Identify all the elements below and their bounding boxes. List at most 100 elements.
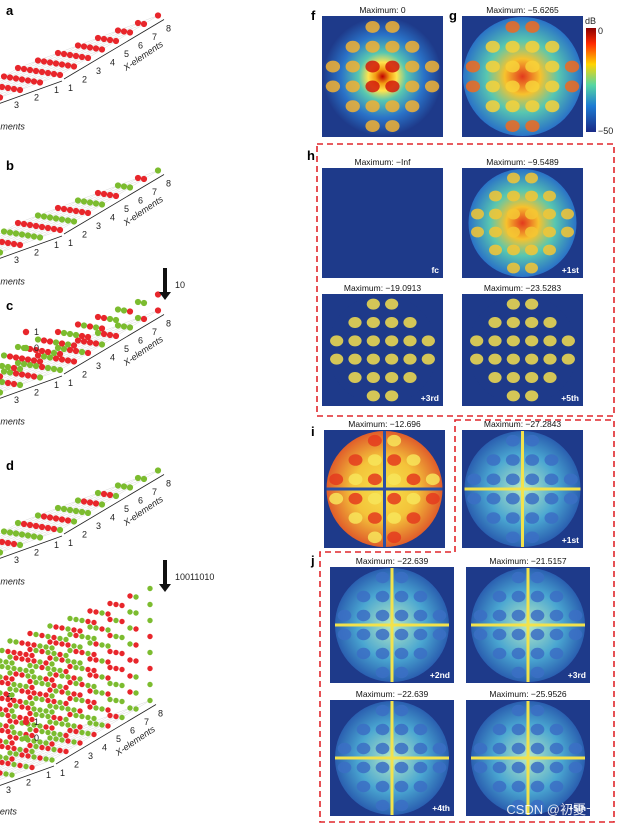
element-dot [44, 524, 52, 532]
element-dot [3, 675, 9, 681]
element-dot [9, 660, 15, 666]
element-dot [50, 365, 58, 373]
element-dot [107, 680, 113, 687]
x-tick: 1 [68, 238, 73, 248]
pattern-lobes [337, 571, 447, 679]
pattern-lobe [563, 473, 578, 486]
element-dot [112, 332, 120, 340]
element-dot [147, 649, 153, 656]
element-dot [114, 27, 122, 34]
element-dot [16, 365, 24, 373]
element-dot [38, 363, 46, 371]
sequence-label: 10 [175, 280, 185, 290]
element-dot [73, 696, 79, 703]
element-dot [0, 679, 5, 686]
element-dot [93, 609, 99, 615]
element-dot [29, 652, 35, 659]
pattern-lobe [348, 512, 363, 524]
element-dot [52, 215, 60, 222]
element-dot [47, 735, 53, 741]
pattern-lobe [330, 353, 344, 365]
pattern-lobe [492, 742, 507, 755]
grid-line [0, 521, 75, 550]
x-tick: 2 [82, 530, 87, 540]
element-dot [51, 730, 57, 737]
pattern-lobe [492, 780, 507, 793]
element-dot [59, 721, 65, 727]
pattern-lobe [403, 317, 417, 328]
element-dot [133, 626, 139, 632]
watermark: CSDN @初夏十九 [506, 802, 612, 817]
pattern-plot: Maximum: −22.639 +2nd [330, 556, 454, 683]
element-dots [0, 291, 162, 396]
element-dot [27, 630, 33, 637]
grid-line [0, 187, 131, 237]
element-dot [63, 652, 69, 659]
y-axis-line [0, 375, 63, 399]
element-dot [119, 634, 125, 641]
element-dot [106, 315, 114, 323]
element-dot [0, 73, 8, 80]
element-dot [4, 379, 12, 387]
element-dot [23, 651, 29, 658]
pattern-lobe [525, 40, 540, 53]
element-dot [80, 43, 88, 50]
element-dot [140, 475, 148, 483]
pattern-maximum: Maximum: −9.5489 [486, 157, 559, 167]
pattern-lobe [432, 742, 447, 755]
x-tick: 2 [82, 75, 87, 85]
pattern-lobe [507, 226, 520, 238]
pattern-lobe [356, 723, 371, 736]
pattern-lobes [465, 20, 580, 133]
panel-b: b8765432112345678Y-elementsX-elementsλc/… [0, 158, 171, 287]
element-dot [91, 651, 97, 658]
element-dot [107, 664, 113, 671]
y-axis-label: Y-elements [0, 577, 25, 587]
y-axis-label: Y-elements [0, 807, 17, 817]
element-dot [33, 743, 39, 750]
pattern-lobe [387, 492, 402, 505]
y-tick: 2 [34, 548, 39, 558]
element-dot [84, 54, 92, 62]
element-dot [5, 728, 11, 735]
pattern-lobe [473, 761, 488, 774]
element-dot [31, 738, 37, 744]
pattern-lobe [506, 353, 520, 365]
colorbar-unit: dB [585, 16, 596, 26]
pattern-lobe [486, 454, 501, 466]
element-dot [19, 656, 25, 662]
y-tick: 3 [6, 785, 11, 795]
element-dot [140, 315, 148, 323]
element-dot [46, 354, 54, 361]
element-dot [18, 355, 26, 362]
element-dot [29, 732, 35, 739]
pattern-maximum: Maximum: −22.639 [356, 556, 429, 566]
element-dot [87, 688, 93, 694]
element-dot [7, 702, 13, 708]
pattern-lobe [506, 298, 520, 310]
element-dot [10, 380, 18, 388]
element-dot [53, 688, 59, 694]
pattern-maximum: Maximum: −5.6265 [486, 5, 559, 15]
element-dot [0, 368, 8, 375]
element-dot [59, 705, 65, 711]
element-dot [57, 635, 63, 642]
element-dot [46, 214, 54, 221]
element-dot [34, 212, 42, 219]
element-dot [70, 358, 78, 365]
pattern-plot: Maximum: −9.5489 +1st [462, 157, 583, 278]
grid-line [0, 751, 67, 777]
x-tick: 4 [102, 743, 107, 753]
group-h-border [316, 143, 615, 417]
element-dot [37, 643, 43, 649]
pattern-maximum: Maximum: −12.696 [348, 419, 421, 429]
x-axis-line [63, 314, 165, 375]
grid-line [3, 23, 145, 77]
pattern-lobe [492, 723, 507, 736]
pattern-lobe [506, 372, 520, 383]
pattern-lobe [511, 723, 526, 736]
element-dot [53, 736, 59, 742]
element-dot [3, 739, 9, 745]
pattern-lobe [505, 512, 520, 524]
element-dot [46, 59, 54, 66]
